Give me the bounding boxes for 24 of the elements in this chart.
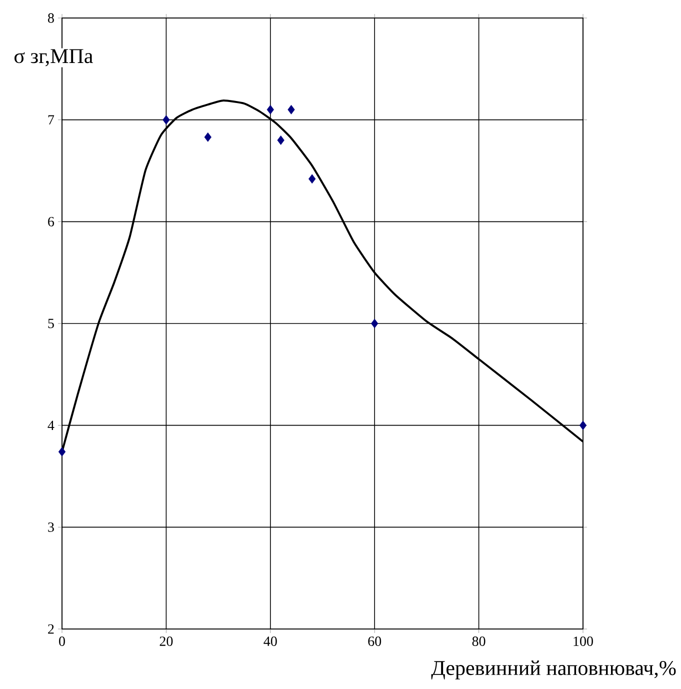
point <box>371 318 378 328</box>
point <box>579 420 587 430</box>
point <box>308 174 316 184</box>
y-tick-label: 6 <box>48 216 54 226</box>
x-tick-label: 80 <box>472 636 486 646</box>
y-tick-label: 7 <box>48 115 54 124</box>
y-tick-label: 3 <box>48 522 54 532</box>
y-tick-label: 5 <box>48 318 54 328</box>
x-tick-label: 40 <box>264 636 277 646</box>
x-tick-label: 0 <box>59 636 65 646</box>
y-tick-label: 2 <box>48 624 54 634</box>
x-tick-label: 20 <box>160 636 173 646</box>
y-axis-title: σ зг,МПа <box>14 49 93 66</box>
point <box>58 447 66 457</box>
x-tick-label: 100 <box>574 636 593 646</box>
point <box>162 115 170 125</box>
y-tick-label: 8 <box>48 13 54 23</box>
point <box>266 104 274 114</box>
point <box>288 104 295 114</box>
y-tick-label: 4 <box>48 420 54 430</box>
x-tick-label: 60 <box>368 636 382 646</box>
x-axis-title: Деревинний наповнювач,% <box>431 660 676 680</box>
point <box>277 136 284 145</box>
point <box>204 132 212 142</box>
